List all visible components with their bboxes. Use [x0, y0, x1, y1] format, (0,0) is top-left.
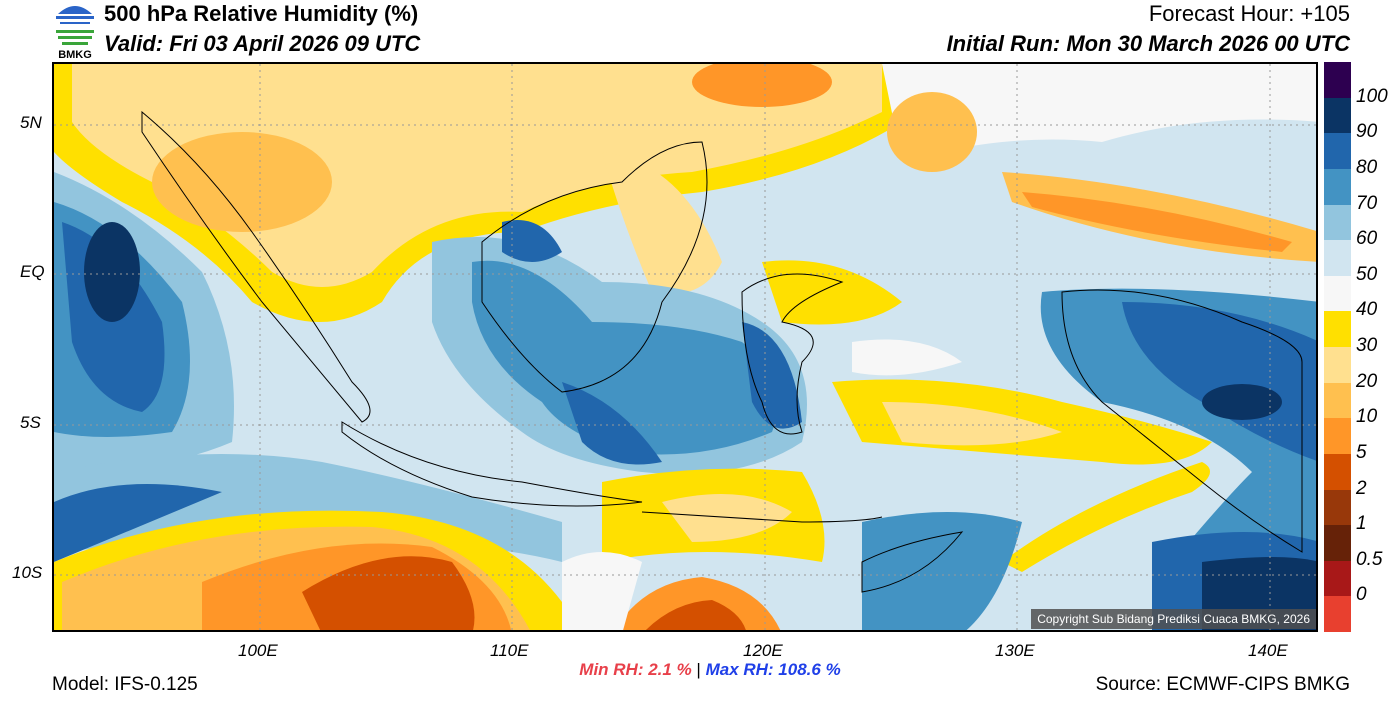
colorbar-label: 80: [1356, 156, 1378, 178]
rh-stats: Min RH: 2.1 % | Max RH: 108.6 %: [0, 660, 1400, 680]
colorbar-swatch: [1324, 489, 1351, 526]
copyright-notice: Copyright Sub Bidang Prediksi Cuaca BMKG…: [1031, 609, 1316, 629]
colorbar-label: 10: [1356, 406, 1378, 428]
colorbar: [1324, 62, 1351, 632]
colorbar-swatch: [1324, 97, 1351, 134]
bmkg-logo: BMKG: [52, 2, 98, 61]
colorbar-label: 70: [1356, 192, 1378, 214]
colorbar-label: 1: [1356, 513, 1367, 535]
colorbar-label: 5: [1356, 441, 1367, 463]
min-rh: Min RH: 2.1 %: [579, 660, 692, 679]
lat-tick-eq: EQ: [20, 262, 45, 281]
forecast-hour: Forecast Hour: +105: [1148, 1, 1350, 26]
lat-tick-5s: 5S: [20, 413, 41, 432]
colorbar-swatch: [1324, 525, 1351, 561]
map-title: 500 hPa Relative Humidity (%): [104, 1, 419, 26]
lon-tick-120e: 120E: [743, 641, 783, 660]
colorbar-swatch: [1324, 347, 1351, 383]
colorbar-label: 0: [1356, 584, 1367, 606]
lat-tick-5n: 5N: [20, 113, 42, 132]
valid-time: Valid: Fri 03 April 2026 09 UTC: [104, 31, 421, 56]
colorbar-swatch: [1324, 275, 1351, 312]
colorbar-label: 0.5: [1356, 548, 1383, 570]
colorbar-swatch: [1324, 62, 1351, 98]
humidity-map: [52, 62, 1318, 632]
colorbar-swatch: [1324, 453, 1351, 490]
colorbar-label: 60: [1356, 228, 1378, 250]
colorbar-swatch: [1324, 133, 1351, 169]
colorbar-swatch: [1324, 596, 1351, 632]
colorbar-label: 30: [1356, 335, 1378, 356]
colorbar-label: 40: [1356, 299, 1378, 321]
colorbar-swatch: [1324, 204, 1351, 241]
colorbar-swatch: [1324, 418, 1351, 454]
model-label: Model: IFS-0.125: [52, 674, 198, 695]
initial-run: Initial Run: Mon 30 March 2026 00 UTC: [946, 31, 1350, 56]
colorbar-label: 20: [1356, 370, 1378, 392]
max-rh: Max RH: 108.6 %: [705, 660, 841, 679]
source-label: Source: ECMWF-CIPS BMKG: [1095, 674, 1350, 695]
lat-tick-10s: 10S: [12, 563, 43, 582]
colorbar-label: 100: [1356, 85, 1388, 107]
lon-tick-110e: 110E: [490, 641, 529, 660]
lon-tick-140e: 140E: [1248, 641, 1288, 660]
colorbar-swatch: [1324, 382, 1351, 419]
svg-text:BMKG: BMKG: [58, 49, 92, 60]
colorbar-swatch: [1324, 240, 1351, 276]
lon-tick-130e: 130E: [995, 641, 1035, 660]
lon-tick-100e: 100E: [238, 641, 278, 660]
colorbar-swatch: [1324, 168, 1351, 205]
colorbar-label: 2: [1356, 477, 1367, 499]
stats-separator: |: [696, 660, 701, 679]
colorbar-swatch: [1324, 560, 1351, 597]
colorbar-label: 50: [1356, 263, 1378, 285]
colorbar-label: 90: [1356, 121, 1378, 143]
colorbar-swatch: [1324, 311, 1351, 347]
